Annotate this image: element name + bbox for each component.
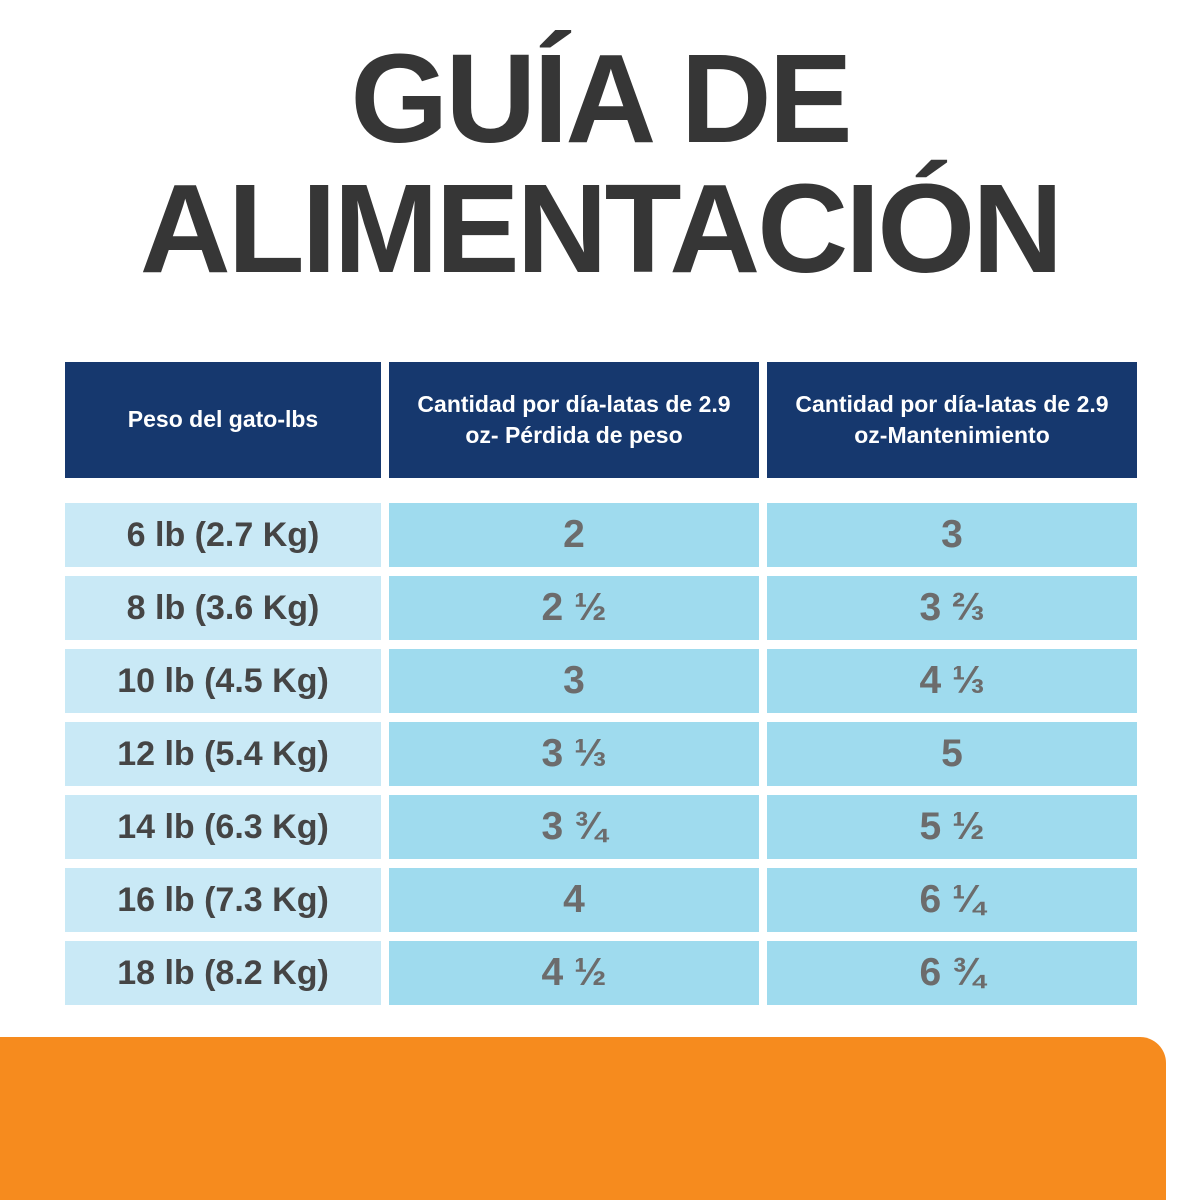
loss-cans-cell: 3 [389,649,759,713]
page-title-line-1: GUÍA DE [350,28,852,169]
column-header-weight-loss: Cantidad por día-latas de 2.9 oz- Pérdid… [389,362,759,478]
page-title: GUÍA DE ALIMENTACIÓN [0,34,1200,294]
weight-cell: 8 lb (3.6 Kg) [65,576,381,640]
maintenance-cans-cell: 3 ⅔ [767,576,1137,640]
loss-cans-cell: 2 ½ [389,576,759,640]
weight-cell: 16 lb (7.3 Kg) [65,868,381,932]
weight-cell: 6 lb (2.7 Kg) [65,503,381,567]
weight-cell: 14 lb (6.3 Kg) [65,795,381,859]
maintenance-cans-cell: 4 ⅓ [767,649,1137,713]
accent-bar [0,1037,1166,1200]
column-header-maintenance: Cantidad por día-latas de 2.9 oz-Manteni… [767,362,1137,478]
maintenance-cans-cell: 6 ¼ [767,868,1137,932]
feeding-table-header: Peso del gato-lbs Cantidad por día-latas… [65,362,1137,478]
weight-cell: 10 lb (4.5 Kg) [65,649,381,713]
page-title-line-2: ALIMENTACIÓN [139,157,1064,299]
maintenance-cans-cell: 5 [767,722,1137,786]
feeding-table-body: 6 lb (2.7 Kg) 2 3 8 lb (3.6 Kg) 2 ½ 3 ⅔ … [65,503,1137,1005]
maintenance-cans-cell: 3 [767,503,1137,567]
maintenance-cans-cell: 6 ¾ [767,941,1137,1005]
loss-cans-cell: 3 ¾ [389,795,759,859]
column-header-weight: Peso del gato-lbs [65,362,381,478]
loss-cans-cell: 2 [389,503,759,567]
weight-cell: 18 lb (8.2 Kg) [65,941,381,1005]
maintenance-cans-cell: 5 ½ [767,795,1137,859]
weight-cell: 12 lb (5.4 Kg) [65,722,381,786]
loss-cans-cell: 3 ⅓ [389,722,759,786]
loss-cans-cell: 4 [389,868,759,932]
loss-cans-cell: 4 ½ [389,941,759,1005]
